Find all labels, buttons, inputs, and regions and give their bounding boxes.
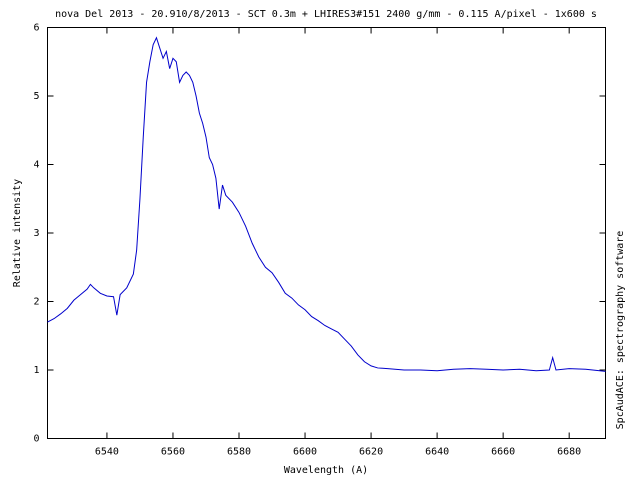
y-tick-label: 1 bbox=[33, 365, 39, 376]
y-tick-label: 5 bbox=[33, 91, 39, 102]
y-axis-label: Relative intensity bbox=[12, 179, 23, 287]
y-tick-label: 2 bbox=[33, 297, 39, 308]
x-tick-label: 6620 bbox=[359, 447, 383, 458]
y-tick-label: 3 bbox=[33, 228, 39, 239]
chart-title: nova Del 2013 - 20.910/8/2013 - SCT 0.3m… bbox=[55, 9, 597, 20]
x-tick-label: 6600 bbox=[293, 447, 317, 458]
y-tick-label: 4 bbox=[33, 160, 39, 171]
x-tick-label: 6640 bbox=[425, 447, 449, 458]
x-tick-label: 6540 bbox=[95, 447, 119, 458]
x-tick-label: 6560 bbox=[161, 447, 185, 458]
plot-frame bbox=[47, 27, 606, 439]
annotation: SpcAudACE: spectrography software bbox=[615, 231, 626, 430]
x-axis-label: Wavelength (A) bbox=[284, 465, 368, 476]
x-tick-label: 6680 bbox=[557, 447, 581, 458]
y-tick-label: 0 bbox=[33, 434, 39, 445]
y-tick-label: 6 bbox=[33, 23, 39, 34]
spectrum-line bbox=[47, 36, 606, 372]
x-tick-label: 6580 bbox=[227, 447, 251, 458]
x-tick-label: 6660 bbox=[491, 447, 515, 458]
